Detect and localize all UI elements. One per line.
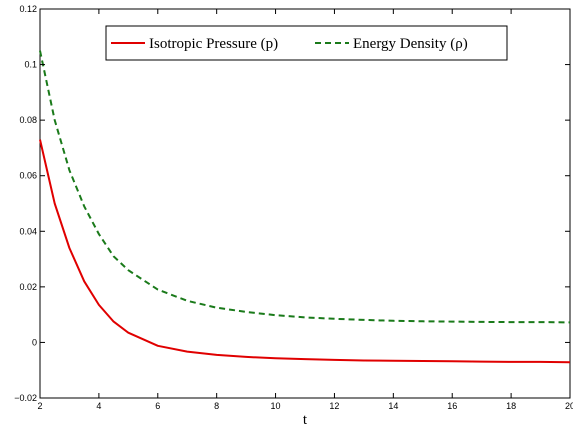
x-tick-label: 18: [506, 401, 516, 411]
y-tick-label: 0.06: [19, 171, 37, 181]
y-tick-label: 0.04: [19, 226, 37, 236]
x-tick-label: 10: [271, 401, 281, 411]
y-tick-label: 0.02: [19, 282, 37, 292]
x-tick-label: 8: [214, 401, 219, 411]
x-tick-label: 20: [565, 401, 573, 411]
y-tick-label: 0.08: [19, 115, 37, 125]
x-tick-label: 14: [388, 401, 398, 411]
legend-box: [105, 25, 508, 61]
y-tick-label: 0.1: [24, 60, 37, 70]
plot-area: [39, 8, 571, 399]
axis-ticks: 2 4 6 8 10 12 14 16 18 20 −0.02 0 0.02 0.04 0.06 0.08 0.…: [14, 4, 573, 411]
x-axis-label: t: [303, 412, 308, 428]
x-tick-label: 12: [329, 401, 339, 411]
plot-frame: [39, 8, 571, 399]
legend-label-0: Isotropic Pressure (p): [149, 36, 278, 52]
x-tick-label: 6: [155, 401, 160, 411]
y-tick-label: 0.12: [19, 4, 37, 14]
x-tick-label: 16: [447, 401, 457, 411]
series-line-0: [39, 139, 571, 364]
x-tick-label: 4: [96, 401, 101, 411]
legend-label-1: Energy Density (ρ): [353, 36, 468, 52]
series-line-1: [39, 50, 571, 324]
series-lines: [39, 50, 571, 364]
y-tick-label: 0: [32, 337, 37, 347]
y-tick-label: −0.02: [14, 393, 37, 403]
x-tick-label: 2: [37, 401, 42, 411]
legend: Isotropic Pressure (p) Energy Density (ρ): [105, 25, 508, 61]
